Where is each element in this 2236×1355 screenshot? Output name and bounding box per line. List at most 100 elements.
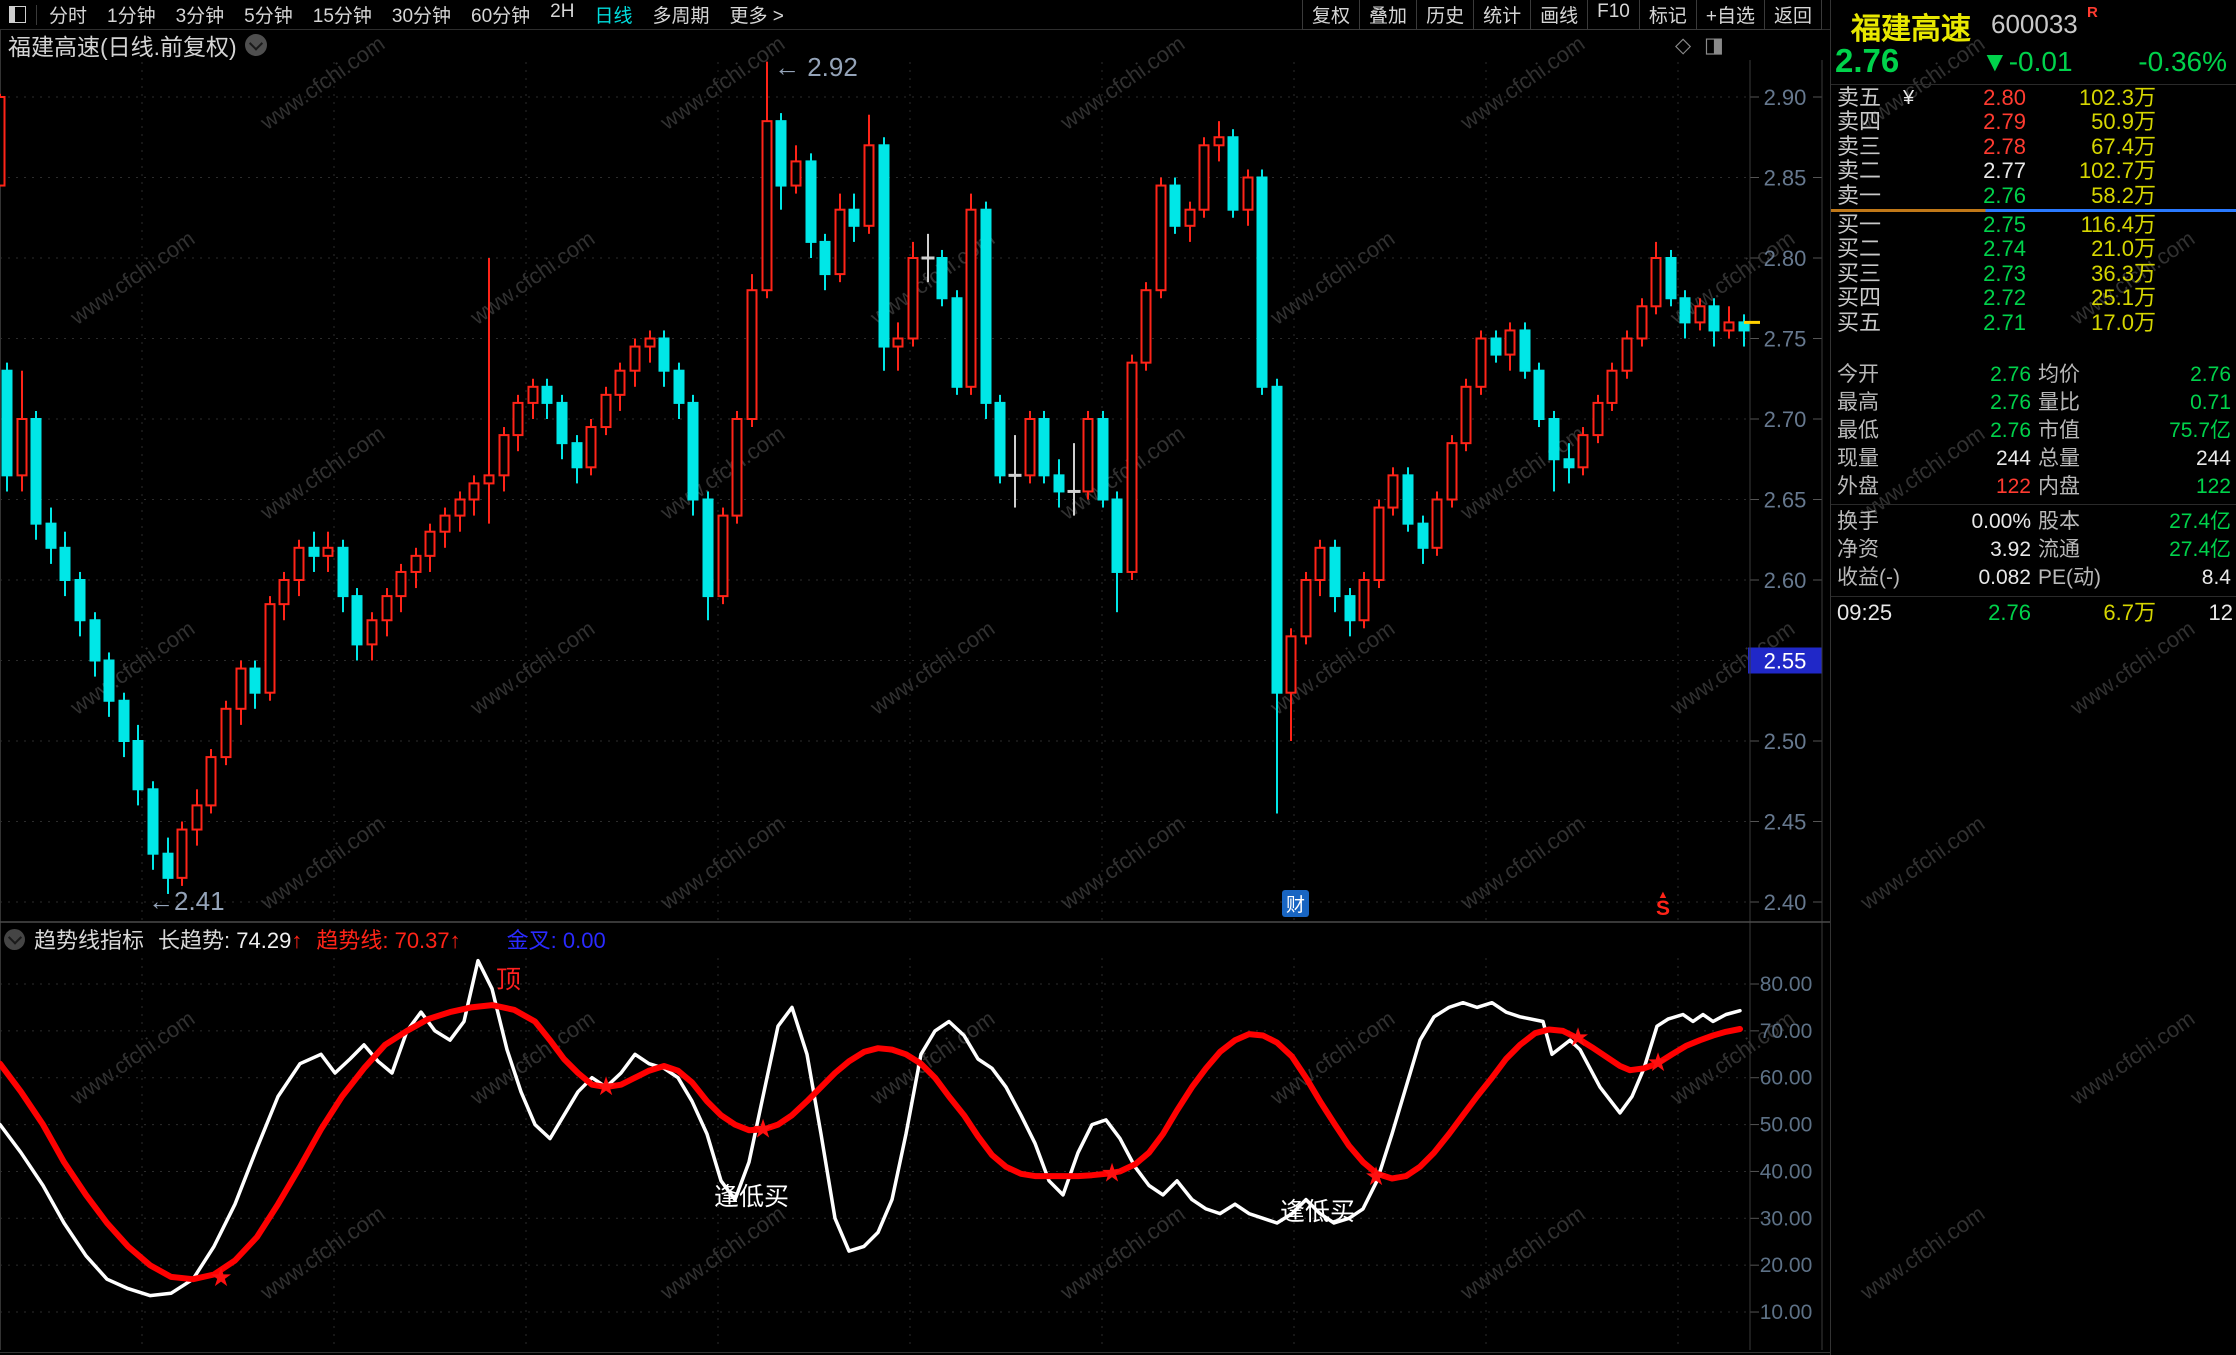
- ask-row-1[interactable]: 卖一 2.76 58.2万: [1837, 182, 2156, 208]
- down-candle: [980, 208, 992, 404]
- toolbar-button-叠加[interactable]: 叠加: [1359, 0, 1418, 30]
- period-tabs: 分时 1分钟 3分钟 5分钟 15分钟 30分钟 60分钟 2H 日线 多周期 更多 >: [39, 1, 794, 28]
- buy-signal-star-icon: ★: [1100, 1157, 1123, 1187]
- up-candle: [366, 619, 378, 646]
- down-candle: [994, 401, 1006, 477]
- up-candle: [1606, 369, 1618, 404]
- toolbar-button-返回[interactable]: 返回: [1763, 0, 1822, 30]
- period-tab-日线[interactable]: 日线: [594, 6, 633, 27]
- toolbar-button-标记[interactable]: 标记: [1638, 0, 1697, 30]
- down-candle: [1402, 474, 1414, 525]
- toolbar-button-复权[interactable]: 复权: [1302, 0, 1361, 30]
- period-tab-15分钟[interactable]: 15分钟: [312, 6, 372, 27]
- bid-row-1[interactable]: 买一 2.75 116.4万: [1837, 211, 2156, 237]
- period-tab-5分钟[interactable]: 5分钟: [244, 6, 293, 27]
- diamond-icon[interactable]: ◇: [1675, 34, 1692, 57]
- up-candle: [790, 160, 802, 187]
- period-tab-多周期[interactable]: 多周期: [652, 6, 710, 27]
- down-candle: [1344, 595, 1356, 622]
- bid-row-5[interactable]: 买五 2.71 17.0万: [1837, 309, 2156, 335]
- up-candle: [527, 385, 539, 404]
- ask-row-3[interactable]: 卖三 2.78 67.4万: [1837, 133, 2156, 159]
- ask-row-5[interactable]: 卖五 ¥2.80 102.3万: [1837, 85, 2156, 110]
- up-candle: [395, 570, 407, 598]
- cai-news-badge[interactable]: [1282, 890, 1309, 917]
- down-candle: [89, 619, 101, 662]
- period-tab-1分钟[interactable]: 1分钟: [107, 6, 156, 27]
- bid-row-4[interactable]: 买四 2.72 25.1万: [1837, 285, 2156, 311]
- down-candle: [541, 385, 553, 404]
- down-candle: [1271, 385, 1283, 694]
- collapse-chart-icon[interactable]: [244, 34, 267, 56]
- up-candle: [1723, 321, 1735, 332]
- indicator-annotation: 逢低买: [1280, 1198, 1355, 1226]
- axis-label: 20.00: [1760, 1254, 1813, 1277]
- period-tab-30分钟[interactable]: 30分钟: [391, 6, 452, 27]
- toolbar-separator: [36, 4, 37, 25]
- period-tab-更多 >[interactable]: 更多 >: [729, 6, 784, 27]
- buy-signal-star-icon: ★: [1364, 1161, 1387, 1191]
- up-candle: [191, 804, 203, 831]
- up-candle: [483, 474, 495, 485]
- indicator-header: 趋势线指标 长趋势: 74.29↑ 趋势线: 70.37↑ 金叉: 0.00: [0, 923, 1830, 955]
- up-candle: [1460, 385, 1472, 445]
- down-candle: [132, 740, 144, 791]
- period-tab-3分钟[interactable]: 3分钟: [175, 6, 225, 27]
- down-candle: [1563, 458, 1575, 469]
- up-candle: [614, 369, 626, 396]
- up-candle: [1213, 136, 1225, 147]
- stats-grid: 今开 2.76 均价 2.76 最高 2.76 量比 0.71 最低 2.76 市值 75.7亿 现量 2…: [1831, 361, 2236, 592]
- down-candle: [1490, 337, 1502, 356]
- up-candle: [600, 393, 612, 429]
- toolbar-buttons: 复权 叠加 历史 统计 画线 F10 标记 +自选 返回: [1302, 0, 1822, 30]
- toolbar-button-统计[interactable]: 统计: [1473, 0, 1532, 30]
- stats-row: 收益(-) 0.082 PE(动) 8.4: [1837, 566, 2231, 589]
- ask-row-2[interactable]: 卖二 2.77 102.7万: [1837, 158, 2156, 184]
- up-candle: [1300, 579, 1312, 638]
- panel-split-icon[interactable]: ◨: [1704, 34, 1724, 57]
- bid-row-2[interactable]: 买二 2.74 21.0万: [1837, 236, 2156, 262]
- up-candle: [278, 579, 290, 606]
- long-trend-line: [0, 958, 1742, 1298]
- buy-signal-star-icon: ★: [209, 1262, 232, 1292]
- tick-price: 2.76: [1988, 600, 2031, 625]
- up-candle: [16, 418, 28, 477]
- indicator-annotation: 逢低买: [714, 1183, 789, 1211]
- period-tab-2H[interactable]: 2H: [550, 1, 575, 22]
- axis-label: 2.55: [1764, 649, 1807, 674]
- down-candle: [1519, 329, 1531, 372]
- collapse-indicator-icon[interactable]: [4, 928, 25, 950]
- panel-toggle-icon[interactable]: [9, 6, 26, 23]
- down-candle: [1169, 184, 1181, 227]
- up-candle: [907, 257, 919, 340]
- up-candle: [439, 514, 451, 533]
- axis-label: 30.00: [1760, 1207, 1813, 1230]
- down-candle: [308, 546, 320, 557]
- bid-row-3[interactable]: 买三 2.73 36.3万: [1837, 260, 2156, 286]
- toolbar-button-F10[interactable]: F10: [1587, 0, 1640, 30]
- period-tab-分时[interactable]: 分时: [49, 6, 88, 27]
- up-candle: [1314, 546, 1326, 581]
- down-candle: [162, 852, 174, 879]
- up-candle: [264, 603, 276, 694]
- down-candle: [1708, 305, 1720, 332]
- up-candle: [1184, 208, 1196, 227]
- up-candle: [1636, 305, 1648, 340]
- ask-row-4[interactable]: 卖四 2.79 50.9万: [1837, 109, 2156, 135]
- down-candle: [1679, 297, 1691, 324]
- stock-code: 600033: [1991, 9, 2078, 39]
- down-candle: [702, 498, 714, 598]
- up-candle: [454, 498, 466, 517]
- down-candle: [1533, 369, 1545, 421]
- axis-label: 2.45: [1764, 810, 1807, 835]
- tick-row[interactable]: 09:25 2.76 6.7万 12: [1831, 600, 2236, 626]
- toolbar-button-+自选[interactable]: +自选: [1695, 0, 1765, 30]
- down-candle: [819, 240, 831, 276]
- signal-s-marker: S: [1656, 897, 1670, 920]
- period-tab-60分钟[interactable]: 60分钟: [471, 6, 531, 27]
- axis-label: 2.65: [1764, 488, 1807, 513]
- toolbar-button-历史[interactable]: 历史: [1416, 0, 1475, 30]
- toolbar-button-画线[interactable]: 画线: [1530, 0, 1589, 30]
- up-candle: [1140, 289, 1152, 364]
